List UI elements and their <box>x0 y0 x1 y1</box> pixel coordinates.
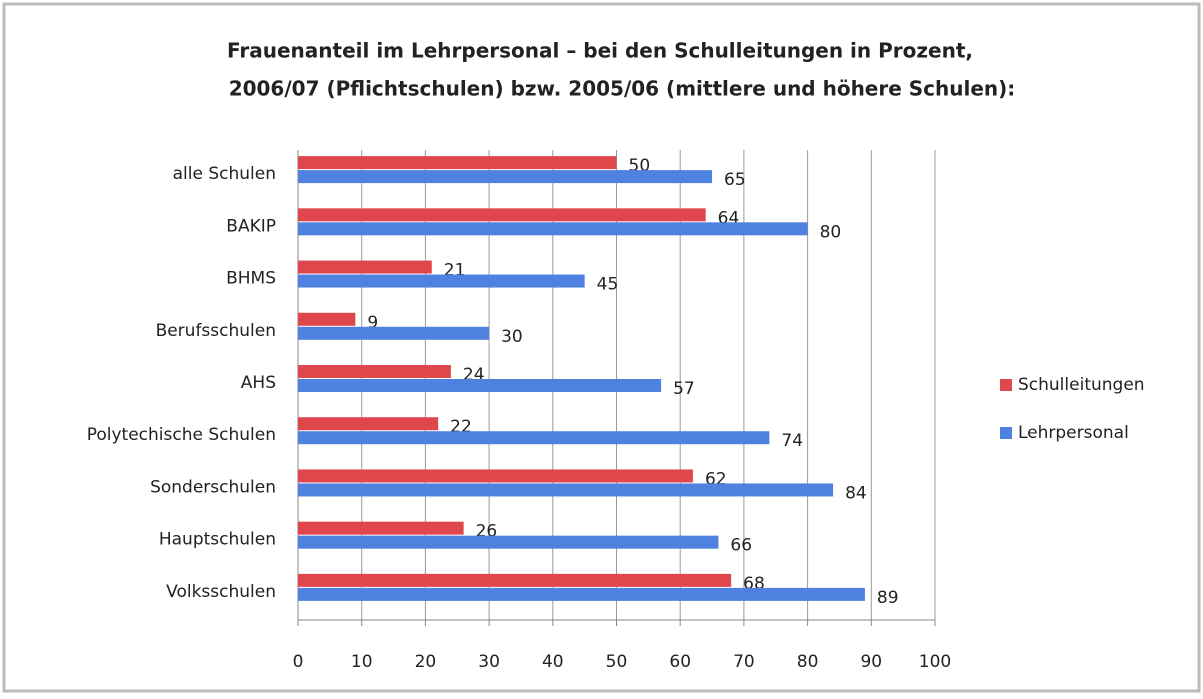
legend-swatch <box>1000 427 1012 439</box>
data-label: 66 <box>730 536 752 556</box>
bar <box>298 274 585 288</box>
bar <box>298 208 706 222</box>
y-tick-label: Polytechische Schulen <box>87 425 276 445</box>
chart-title: 2006/07 (Pflichtschulen) bzw. 2005/06 (m… <box>229 77 1016 101</box>
x-tick-label: 30 <box>478 652 500 672</box>
legend-label: Lehrpersonal <box>1018 423 1129 443</box>
data-label: 80 <box>820 222 842 242</box>
x-tick-label: 70 <box>733 652 755 672</box>
bar <box>298 573 732 587</box>
legend-swatch <box>1000 379 1012 391</box>
legend-label: Schulleitungen <box>1018 375 1145 395</box>
bar <box>298 431 770 445</box>
x-tick-label: 20 <box>415 652 437 672</box>
bar <box>298 483 834 497</box>
x-tick-label: 90 <box>860 652 882 672</box>
bar <box>298 156 617 170</box>
bar <box>298 587 865 601</box>
data-label: 84 <box>845 483 867 503</box>
bar <box>298 535 719 549</box>
bar <box>298 417 439 431</box>
bar <box>298 222 808 236</box>
bar <box>298 260 432 274</box>
x-tick-label: 0 <box>293 652 304 672</box>
y-tick-label: Berufsschulen <box>156 321 276 341</box>
bar <box>298 326 490 340</box>
x-tick-label: 40 <box>542 652 564 672</box>
y-tick-label: Sonderschulen <box>150 477 276 497</box>
x-tick-label: 60 <box>669 652 691 672</box>
y-tick-label: Volksschulen <box>166 582 276 602</box>
bar <box>298 379 662 392</box>
x-tick-label: 80 <box>797 652 819 672</box>
data-label: 74 <box>781 431 803 451</box>
data-label: 30 <box>501 327 523 347</box>
data-label: 89 <box>877 588 899 608</box>
y-tick-label: AHS <box>241 373 276 393</box>
data-label: 45 <box>597 275 619 295</box>
y-tick-label: Hauptschulen <box>159 530 276 550</box>
bar <box>298 469 693 483</box>
bar <box>298 170 713 184</box>
bar <box>298 312 356 326</box>
x-tick-label: 10 <box>351 652 373 672</box>
bar <box>298 365 451 378</box>
data-label: 57 <box>673 379 695 399</box>
data-label: 65 <box>724 170 746 190</box>
y-tick-label: BAKIP <box>226 216 276 236</box>
data-label: 9 <box>367 313 378 333</box>
x-tick-label: 100 <box>919 652 951 672</box>
x-tick-label: 50 <box>606 652 628 672</box>
bar <box>298 521 464 535</box>
chart-title: Frauenanteil im Lehrpersonal – bei den S… <box>227 39 973 63</box>
y-tick-label: BHMS <box>226 269 276 289</box>
y-tick-label: alle Schulen <box>173 164 276 184</box>
